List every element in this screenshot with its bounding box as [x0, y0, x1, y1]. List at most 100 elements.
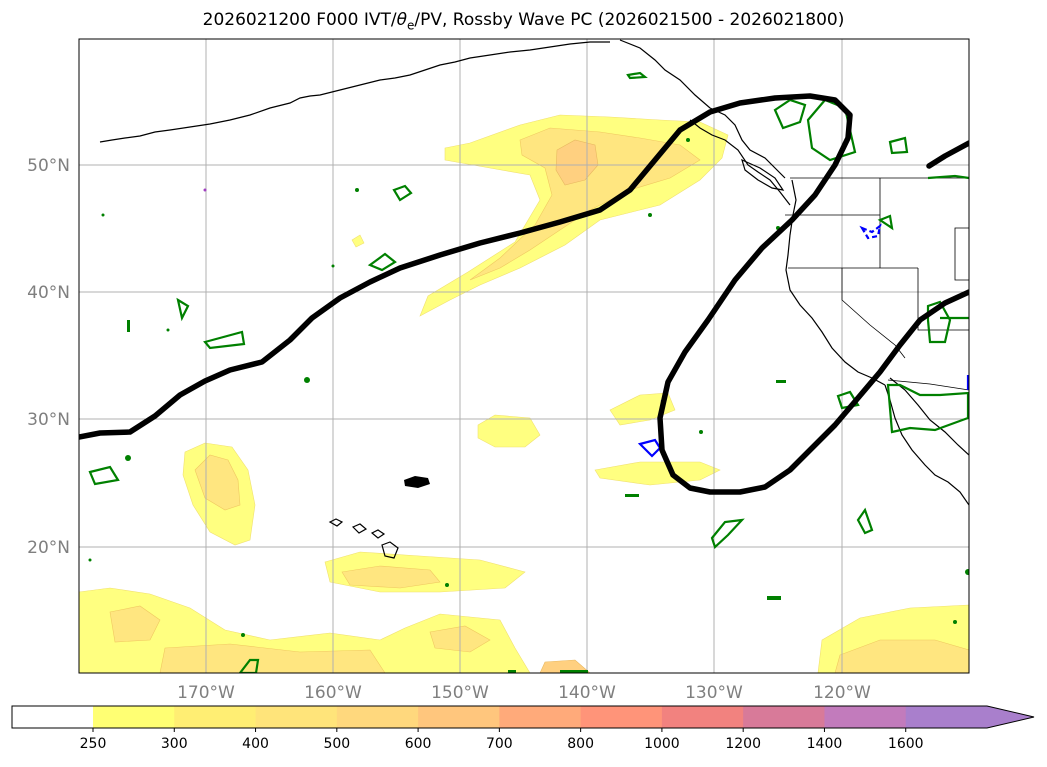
longitude-labels: 170°W 160°W 150°W 140°W 130°W 120°W	[177, 683, 871, 703]
ivt-speck-1	[351, 234, 365, 248]
graticule	[79, 39, 969, 673]
latitude-labels: 20°N 30°N 40°N 50°N	[27, 156, 70, 558]
lon-label-140w: 140°W	[558, 683, 616, 703]
colorbar-tick-label: 600	[405, 736, 432, 752]
ivt-core-tropic	[341, 565, 441, 589]
title-theta: θ	[396, 10, 407, 30]
colorbar-tick-label: 250	[80, 736, 107, 752]
colorbar-tick-label: 800	[567, 736, 594, 752]
theta-e-contours	[88, 71, 969, 673]
colorbar-segment	[418, 706, 500, 728]
colorbar-tick-label: 1400	[807, 736, 843, 752]
theta-e-contour-west-2	[203, 330, 246, 350]
theta-e-contour-subtropic	[710, 518, 745, 549]
rossby-wave-ne-segment	[926, 140, 969, 169]
colorbar-segment	[499, 706, 582, 728]
colorbar-segment	[255, 706, 338, 728]
colorbar-segment	[174, 706, 257, 728]
colorbar-segment	[580, 706, 663, 728]
island-maui	[370, 529, 386, 539]
theta-e-speck	[767, 596, 781, 600]
theta-e-contour-bc-1	[773, 98, 807, 130]
theta-e-contour-south	[238, 658, 260, 673]
map-plot-area	[79, 39, 969, 673]
pv-speck	[203, 188, 207, 192]
lon-label-160w: 160°W	[304, 683, 362, 703]
theta-e-contour-edge-1	[927, 174, 969, 180]
ivt-band-subtropic	[594, 461, 721, 486]
ivt-shading-mid	[109, 127, 969, 673]
colorbar-tick-label: 700	[486, 736, 513, 752]
lon-label-130w: 130°W	[685, 683, 743, 703]
pv-contours	[637, 223, 969, 458]
rossby-wave-blob-hawaii	[404, 476, 430, 488]
theta-e-speck	[625, 494, 639, 497]
title-suffix: /PV, Rossby Wave PC (2026021500 - 202602…	[414, 10, 845, 30]
theta-e-speck	[127, 320, 130, 332]
border-nv-az	[917, 268, 969, 331]
lon-label-170w: 170°W	[177, 683, 235, 703]
lat-label-50n: 50°N	[27, 156, 70, 176]
island-big-island	[381, 541, 399, 559]
theta-e-contour-montana	[877, 214, 894, 231]
theta-e-contour-mid	[367, 252, 397, 272]
theta-e-speck	[953, 620, 957, 624]
coast-baja	[884, 384, 969, 506]
hawaiian-islands	[328, 518, 399, 559]
colorbar-tick-label: 500	[323, 736, 350, 752]
theta-e-contour-west-1	[176, 297, 190, 322]
theta-e-speck	[699, 430, 703, 434]
coast-bc-islands	[689, 119, 791, 206]
lon-label-120w: 120°W	[813, 683, 871, 703]
theta-e-contour-sw-1	[836, 390, 860, 410]
lat-label-20n: 20°N	[27, 538, 70, 558]
theta-e-contour-nw	[392, 184, 413, 202]
theta-e-speck	[125, 455, 131, 461]
ivt-blob-east-central	[609, 392, 676, 426]
pv-contour-subtropic	[637, 438, 662, 458]
colorbar-outline	[11, 705, 1035, 729]
ivt-core-plume	[469, 127, 701, 281]
theta-e-speck	[241, 633, 245, 637]
colorbar-tick-label: 300	[161, 736, 188, 752]
colorbar-segment	[661, 706, 744, 728]
theta-e-speck	[648, 213, 652, 217]
coast-aleutians	[99, 41, 610, 143]
rossby-wave-main-line	[79, 93, 969, 495]
ivt-core-south-1	[159, 643, 386, 673]
border-mt	[954, 227, 969, 281]
theta-e-speck	[166, 328, 170, 332]
colorbar-segment	[93, 706, 175, 728]
colorbar-segment	[905, 706, 988, 728]
pv-contour-oregon	[859, 223, 882, 240]
colorbar-segment	[824, 706, 907, 728]
lat-label-30n: 30°N	[27, 410, 70, 430]
theta-e-speck	[508, 670, 516, 673]
lon-label-150w: 150°W	[431, 683, 489, 703]
map-frame	[78, 38, 970, 674]
title-prefix: 2026021200 F000 IVT/	[202, 10, 397, 30]
ivt-blob-subtropic-center	[477, 414, 541, 448]
theta-e-speck	[331, 264, 335, 268]
theta-e-speck	[560, 670, 588, 673]
theta-e-speck	[776, 380, 786, 383]
colorbar-extend-arrow	[987, 706, 1034, 728]
theta-e-contour-mexico	[856, 507, 874, 535]
theta-e-contour-idaho	[888, 136, 909, 155]
political-borders	[785, 177, 969, 391]
colorbar-tick-label: 1200	[725, 736, 761, 752]
island-kauai	[328, 518, 344, 527]
colorbar-segment	[336, 706, 419, 728]
colorbar-tick-label: 1600	[888, 736, 924, 752]
theta-e-specks	[88, 138, 969, 673]
ivt-shading-layer	[79, 114, 969, 673]
theta-e-contour-sw-2	[886, 383, 969, 434]
title-subscript: e	[407, 18, 415, 33]
colorbar-segments	[93, 706, 988, 728]
colorbar-tick-label: 400	[242, 736, 269, 752]
map-title: 2026021200 F000 IVT/θe/PV, Rossby Wave P…	[0, 10, 1047, 32]
coast-gulf-california	[889, 377, 969, 456]
rossby-wave-contour	[79, 93, 969, 495]
theta-e-speck	[355, 188, 359, 192]
